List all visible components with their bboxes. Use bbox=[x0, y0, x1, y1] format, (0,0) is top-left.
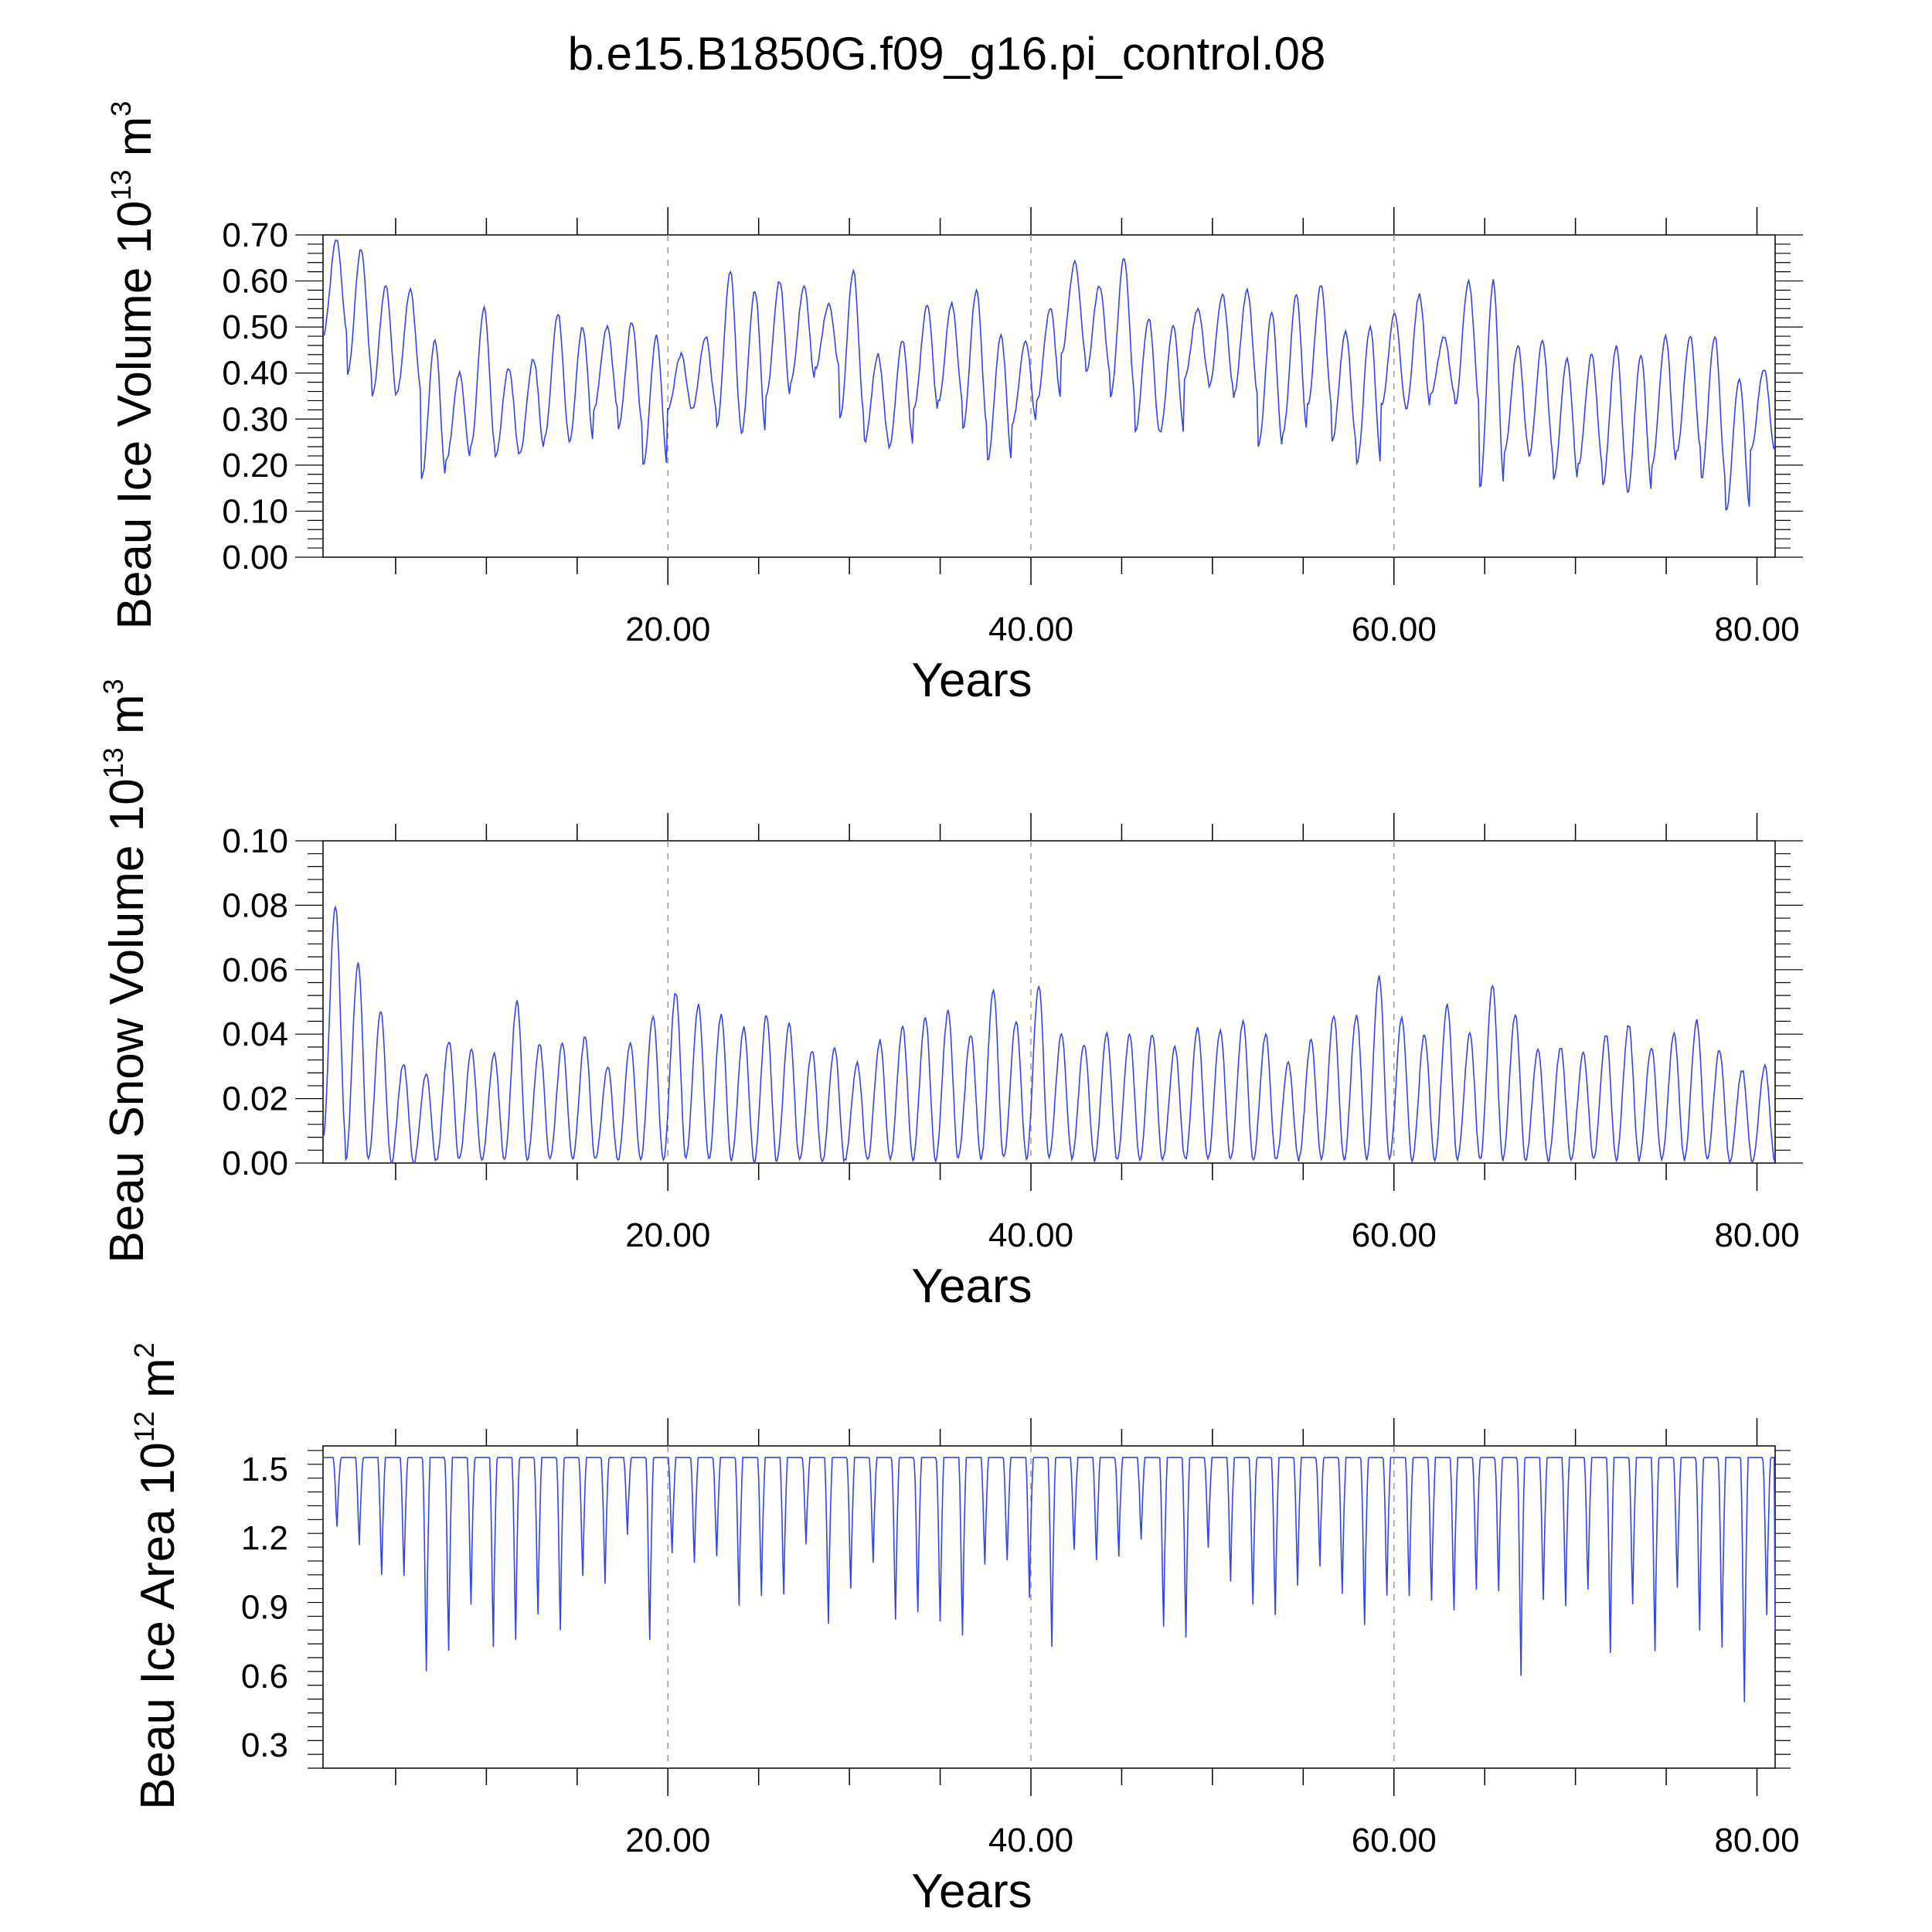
x-tick-label: 60.00 bbox=[1352, 611, 1437, 648]
y-tick-label: 0.20 bbox=[222, 447, 288, 485]
y-label-unit: m bbox=[100, 694, 154, 747]
y-tick-label: 1.5 bbox=[241, 1451, 288, 1488]
x-axis-label: Years bbox=[911, 654, 1032, 707]
y-label-text: Beau Snow Volume 10 bbox=[100, 778, 154, 1263]
y-label-unit-exp: 3 bbox=[97, 679, 129, 694]
y-label-exp: 13 bbox=[97, 747, 129, 778]
y-tick-label: 0.02 bbox=[222, 1080, 288, 1118]
panel-ice-volume: 20.00 40.00 60.00 80.00 0.00 0.10 0.20 0.30 0.40… bbox=[105, 101, 1803, 707]
y-tick-label: 0.08 bbox=[222, 886, 288, 924]
y-tick-label: 0.60 bbox=[222, 263, 288, 301]
y-tick-label: 0.6 bbox=[241, 1658, 288, 1696]
y-label-unit-exp: 2 bbox=[128, 1342, 160, 1358]
y-axis-label: Beau Snow Volume 1013 m3 bbox=[97, 679, 154, 1263]
y-tick-label: 0.70 bbox=[222, 216, 288, 254]
series-line-ice-area bbox=[323, 1457, 1776, 1702]
x-tick-label: 20.00 bbox=[625, 1216, 710, 1254]
plot-frame bbox=[322, 234, 1776, 558]
y-axis-label: Beau Ice Volume 1013 m3 bbox=[105, 101, 162, 630]
y-tick-label: 0.04 bbox=[222, 1015, 288, 1053]
x-tick-label: 40.00 bbox=[988, 1821, 1073, 1859]
y-tick-label: 0.9 bbox=[241, 1589, 288, 1627]
panel-ice-area: 20.00 40.00 60.00 80.00 0.3 0.6 0.9 1.2 1.5 Years… bbox=[128, 1342, 1800, 1918]
y-axis-label: Beau Ice Area 1012 m2 bbox=[128, 1342, 185, 1810]
panels: 20.00 40.00 60.00 80.000.000.100.200.300.40… bbox=[97, 101, 1803, 1918]
x-tick-label: 40.00 bbox=[988, 611, 1073, 648]
x-tick-label: 20.00 bbox=[625, 611, 710, 648]
y-tick-label: 1.2 bbox=[241, 1519, 288, 1557]
x-tick-label: 40.00 bbox=[988, 1216, 1073, 1254]
chart-title: b.e15.B1850G.f09_g16.pi_control.08 bbox=[568, 28, 1326, 80]
y-tick-label: 0.10 bbox=[222, 492, 288, 530]
series-line-ice-volume bbox=[322, 239, 1776, 512]
panel-snow-volume: 20.00 40.00 60.00 80.00 0.00 0.02 0.04 0.06 0.08… bbox=[97, 679, 1803, 1313]
x-tick-label: 80.00 bbox=[1714, 1216, 1799, 1254]
y-label-unit: m bbox=[108, 117, 162, 170]
y-tick-label: 0.10 bbox=[222, 822, 288, 860]
y-tick-label: 0.06 bbox=[222, 951, 288, 989]
series-line-snow-volume bbox=[322, 905, 1776, 1165]
y-label-text: Beau Ice Volume 10 bbox=[108, 201, 162, 630]
y-label-unit: m bbox=[131, 1358, 185, 1411]
y-tick-label: 0.40 bbox=[222, 355, 288, 393]
y-tick-label: 0.3 bbox=[241, 1726, 288, 1764]
x-axis-label: Years bbox=[911, 1865, 1032, 1918]
y-tick-label: 0.00 bbox=[222, 539, 288, 577]
y-label-unit-exp: 3 bbox=[105, 101, 137, 117]
plot-frame bbox=[322, 840, 1776, 1164]
y-tick-label: 0.00 bbox=[222, 1145, 288, 1182]
y-tick-label: 0.30 bbox=[222, 400, 288, 438]
y-tick-label: 0.50 bbox=[222, 308, 288, 346]
x-tick-label: 60.00 bbox=[1352, 1216, 1437, 1254]
y-label-exp: 13 bbox=[105, 169, 137, 200]
x-axis-label: Years bbox=[911, 1260, 1032, 1313]
x-tick-label: 60.00 bbox=[1352, 1821, 1437, 1859]
y-label-exp: 12 bbox=[128, 1411, 160, 1442]
x-tick-label: 80.00 bbox=[1714, 611, 1799, 648]
x-tick-label: 20.00 bbox=[625, 1821, 710, 1859]
x-tick-label: 80.00 bbox=[1714, 1821, 1799, 1859]
y-label-text: Beau Ice Area 10 bbox=[131, 1442, 185, 1810]
